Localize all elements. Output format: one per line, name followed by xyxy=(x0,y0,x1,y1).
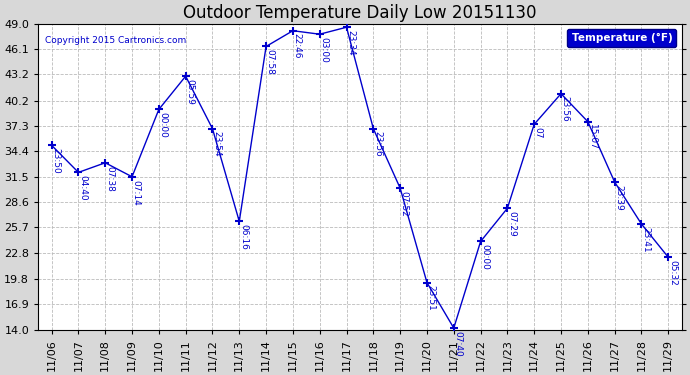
Text: 23:39: 23:39 xyxy=(614,185,623,210)
Text: 23:51: 23:51 xyxy=(426,285,435,311)
Text: 05:32: 05:32 xyxy=(668,260,677,286)
Text: 07:40: 07:40 xyxy=(453,331,462,357)
Text: 07:14: 07:14 xyxy=(132,180,141,205)
Temperature (°F) xyxy=(476,239,484,244)
Temperature (°F) xyxy=(584,119,592,124)
Text: 23:34: 23:34 xyxy=(346,30,355,56)
Text: 00:00: 00:00 xyxy=(480,244,489,270)
Text: 22:46: 22:46 xyxy=(293,33,302,59)
Temperature (°F) xyxy=(208,126,217,131)
Text: 04:40: 04:40 xyxy=(78,175,87,201)
Temperature (°F) xyxy=(611,180,619,184)
Text: 15:07: 15:07 xyxy=(587,124,596,150)
Text: 07: 07 xyxy=(534,127,543,139)
Temperature (°F) xyxy=(262,44,270,49)
Temperature (°F) xyxy=(638,222,646,226)
Temperature (°F) xyxy=(450,326,458,330)
Temperature (°F) xyxy=(423,280,431,285)
Temperature (°F) xyxy=(101,160,109,165)
Temperature (°F) xyxy=(396,186,404,190)
Temperature (°F) xyxy=(664,255,672,260)
Text: 23:54: 23:54 xyxy=(212,132,221,157)
Temperature (°F) xyxy=(128,174,136,179)
Temperature (°F) xyxy=(557,92,565,96)
Text: 05:59: 05:59 xyxy=(186,79,195,105)
Text: 00:00: 00:00 xyxy=(159,112,168,138)
Line: Temperature (°F): Temperature (°F) xyxy=(48,23,673,332)
Temperature (°F) xyxy=(48,143,56,147)
Text: 07:29: 07:29 xyxy=(507,211,516,237)
Text: 03:00: 03:00 xyxy=(319,37,328,63)
Temperature (°F) xyxy=(75,170,83,175)
Temperature (°F) xyxy=(155,107,163,112)
Text: Copyright 2015 Cartronics.com: Copyright 2015 Cartronics.com xyxy=(45,36,186,45)
Temperature (°F) xyxy=(235,219,244,224)
Text: 23:50: 23:50 xyxy=(51,148,60,174)
Text: 07:38: 07:38 xyxy=(105,165,114,191)
Text: 23:41: 23:41 xyxy=(641,227,650,252)
Temperature (°F) xyxy=(503,206,511,210)
Text: 06:16: 06:16 xyxy=(239,224,248,250)
Text: 23:56: 23:56 xyxy=(373,132,382,157)
Text: 07:58: 07:58 xyxy=(266,49,275,75)
Legend: Temperature (°F): Temperature (°F) xyxy=(567,29,676,47)
Temperature (°F) xyxy=(530,122,538,126)
Title: Outdoor Temperature Daily Low 20151130: Outdoor Temperature Daily Low 20151130 xyxy=(183,4,537,22)
Temperature (°F) xyxy=(342,25,351,30)
Temperature (°F) xyxy=(369,126,377,131)
Temperature (°F) xyxy=(288,28,297,33)
Temperature (°F) xyxy=(315,32,324,36)
Text: 07:52: 07:52 xyxy=(400,191,408,217)
Temperature (°F) xyxy=(181,74,190,78)
Text: 23:56: 23:56 xyxy=(561,96,570,122)
